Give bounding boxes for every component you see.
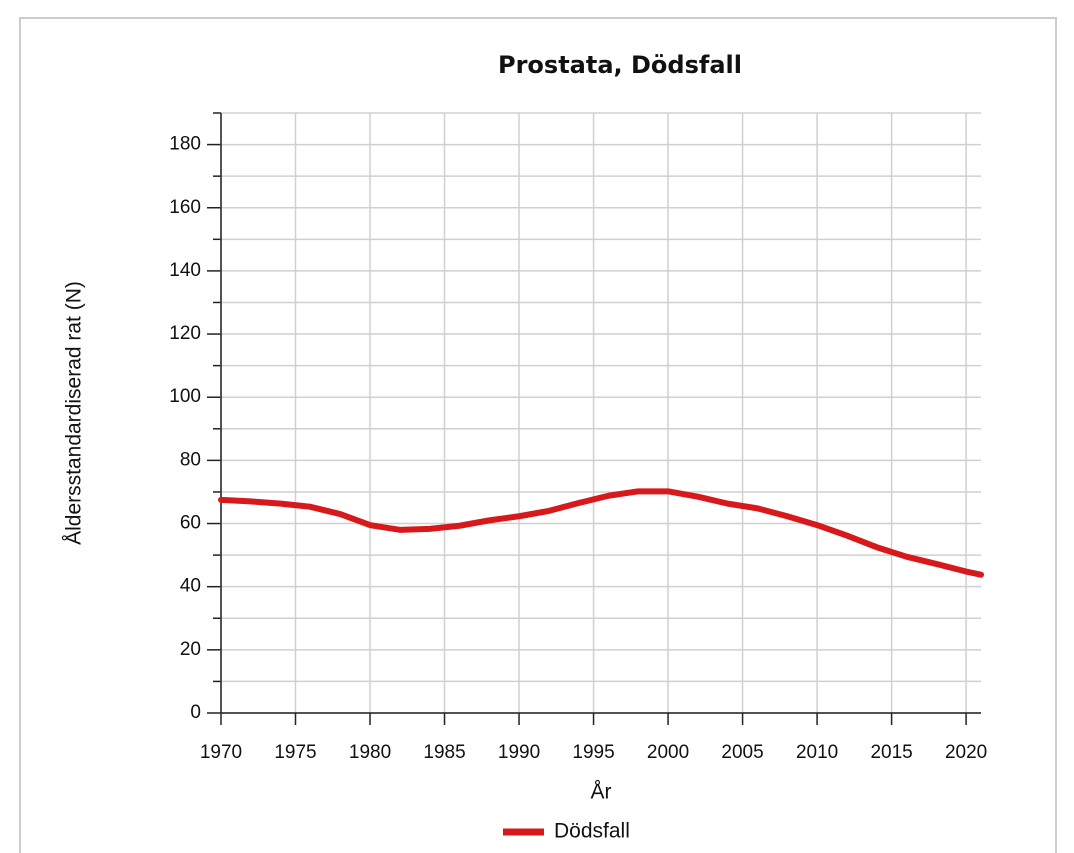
- x-tick-label: 1995: [572, 742, 614, 763]
- x-tick-label: 1980: [349, 742, 391, 763]
- y-tick-label: 40: [180, 576, 201, 597]
- y-tick-label: 120: [169, 323, 201, 344]
- y-tick-label: 20: [180, 639, 201, 660]
- x-tick-label: 2000: [647, 742, 689, 763]
- x-tick-label: 2005: [721, 742, 763, 763]
- y-tick-label: 140: [169, 260, 201, 281]
- x-tick-label: 2020: [945, 742, 987, 763]
- x-axis-label: År: [591, 781, 612, 804]
- frame: [19, 17, 1057, 853]
- y-tick-label: 60: [180, 513, 201, 534]
- chart-title: Prostata, Dödsfall: [498, 51, 742, 79]
- y-axis-label: Åldersstandardiserad rat (N): [63, 281, 86, 545]
- x-tick-label: 2015: [870, 742, 912, 763]
- x-tick-label: 1970: [200, 742, 242, 763]
- y-tick-label: 0: [190, 702, 201, 723]
- y-tick-label: 80: [180, 449, 201, 470]
- y-tick-label: 160: [169, 197, 201, 218]
- y-tick-label: 180: [169, 134, 201, 155]
- x-tick-label: 1990: [498, 742, 540, 763]
- legend-label: Dödsfall: [554, 820, 630, 843]
- y-tick-label: 100: [169, 386, 201, 407]
- data-line: [218, 488, 984, 578]
- x-tick-label: 1985: [423, 742, 465, 763]
- x-tick-label: 2010: [796, 742, 838, 763]
- x-tick-label: 1975: [274, 742, 316, 763]
